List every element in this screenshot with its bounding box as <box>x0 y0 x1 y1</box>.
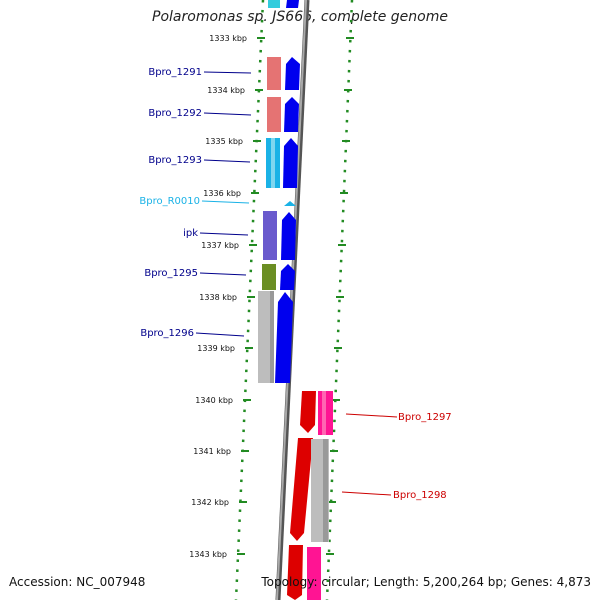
ring-inner-edge <box>234 0 265 600</box>
cds-arrow[interactable] <box>300 391 316 433</box>
topology-text: Topology: circular; Length: 5,200,264 bp… <box>261 575 591 589</box>
forward-features[interactable] <box>258 0 300 383</box>
gene-feature[interactable] <box>263 211 277 260</box>
scale-label: 1342 kbp <box>191 498 229 507</box>
cds-arrow[interactable] <box>275 292 293 383</box>
cds-arrow[interactable] <box>287 545 303 600</box>
gene-label[interactable]: Bpro_1292 <box>148 108 202 119</box>
scale-ticks <box>237 37 354 555</box>
scale-label: 1338 kbp <box>199 293 237 302</box>
gene-label[interactable]: Bpro_1298 <box>393 490 447 501</box>
gene-feature[interactable] <box>307 547 321 600</box>
scale-label: 1337 kbp <box>201 241 239 250</box>
scale-label: 1336 kbp <box>203 189 241 198</box>
scale-label: 1335 kbp <box>205 137 243 146</box>
accession-text: Accession: NC_007948 <box>9 575 146 589</box>
gene-label[interactable]: Bpro_R0010 <box>139 196 200 207</box>
gene-feature[interactable] <box>267 57 281 90</box>
gene-labels[interactable]: Bpro_1291 Bpro_1292 Bpro_1293 Bpro_R0010… <box>139 67 451 501</box>
reverse-features[interactable] <box>287 391 333 600</box>
scale-label: 1334 kbp <box>207 86 245 95</box>
gene-label[interactable]: Bpro_1297 <box>398 412 452 423</box>
gene-feature[interactable] <box>267 97 281 132</box>
genome-title: Polaromonas sp. JS666, complete genome <box>152 9 448 25</box>
cds-arrow[interactable] <box>285 57 300 90</box>
label-leaders <box>195 71 398 496</box>
gene-feature[interactable] <box>268 0 280 8</box>
gene-feature[interactable] <box>262 264 276 290</box>
scale-label: 1340 kbp <box>195 396 233 405</box>
rna-feature[interactable] <box>284 201 296 206</box>
scale-label: 1341 kbp <box>193 447 231 456</box>
cds-arrow[interactable] <box>283 138 298 188</box>
cds-arrow[interactable] <box>290 438 313 541</box>
cds-arrow[interactable] <box>286 0 299 8</box>
ring-outer-edge <box>325 0 354 600</box>
gene-label[interactable]: Bpro_1296 <box>140 328 194 339</box>
cds-arrow[interactable] <box>280 264 295 290</box>
gene-label[interactable]: ipk <box>183 228 198 239</box>
gene-label[interactable]: Bpro_1295 <box>144 268 198 279</box>
cds-arrow[interactable] <box>284 97 299 132</box>
gene-label[interactable]: Bpro_1291 <box>148 67 202 78</box>
cds-arrow[interactable] <box>281 212 296 260</box>
gene-label[interactable]: Bpro_1293 <box>148 155 202 166</box>
scale-label: 1339 kbp <box>197 344 235 353</box>
scale-label: 1333 kbp <box>209 34 247 43</box>
scale-labels: 1333 kbp 1334 kbp 1335 kbp 1336 kbp 1337… <box>189 34 247 559</box>
scale-label: 1343 kbp <box>189 550 227 559</box>
